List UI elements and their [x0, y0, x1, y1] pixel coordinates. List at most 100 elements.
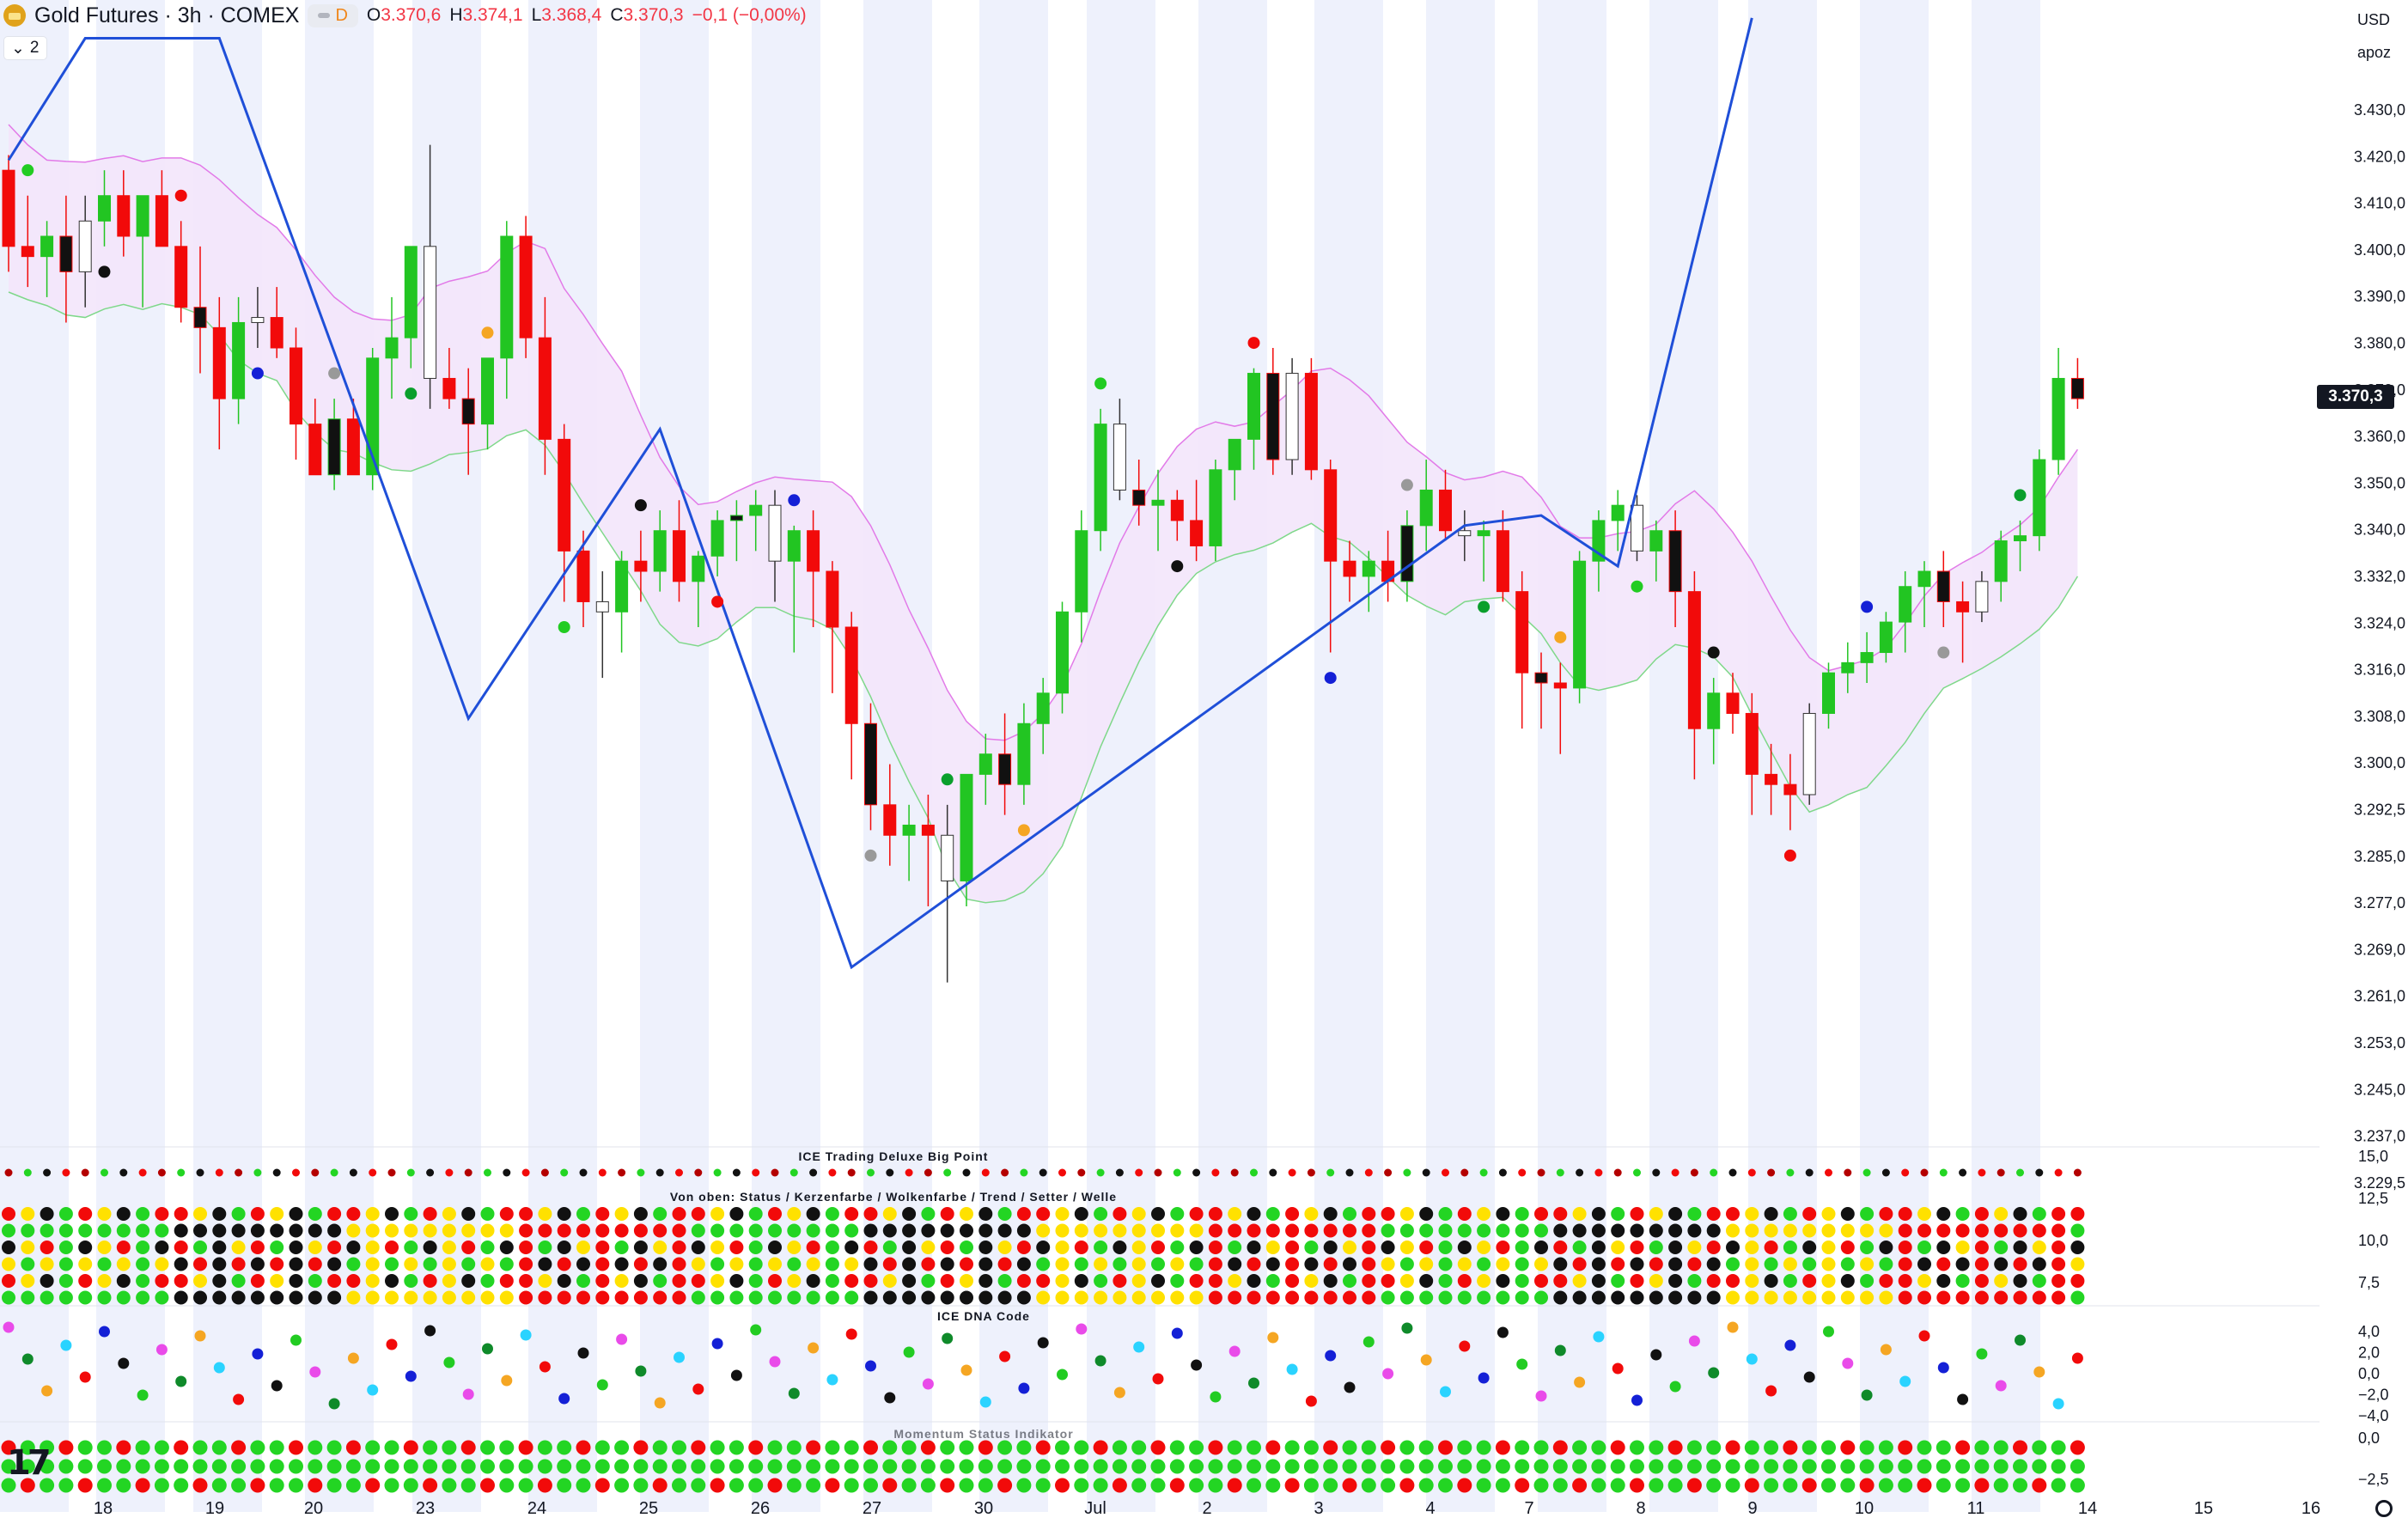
- candle-body[interactable]: [1515, 591, 1529, 674]
- candle-body[interactable]: [1075, 530, 1088, 613]
- candle-body[interactable]: [1400, 525, 1414, 582]
- candle-body[interactable]: [729, 515, 743, 521]
- candle-body[interactable]: [40, 235, 54, 258]
- candle-body[interactable]: [1017, 722, 1031, 785]
- candle-body[interactable]: [519, 235, 533, 338]
- candle-body[interactable]: [481, 357, 494, 425]
- candle-body[interactable]: [404, 246, 418, 338]
- candle-body[interactable]: [710, 520, 724, 557]
- candle-body[interactable]: [1496, 530, 1509, 593]
- candle-body[interactable]: [883, 804, 897, 836]
- candle-body[interactable]: [653, 530, 667, 572]
- candle-body[interactable]: [1094, 424, 1107, 532]
- candle-body[interactable]: [346, 418, 360, 476]
- candle-body[interactable]: [1765, 773, 1778, 785]
- candle-body[interactable]: [1285, 373, 1299, 460]
- candle-body[interactable]: [251, 317, 265, 323]
- candle-body[interactable]: [978, 753, 992, 775]
- currency-label[interactable]: USD: [2356, 11, 2390, 28]
- candle-body[interactable]: [232, 321, 246, 399]
- candle-body[interactable]: [117, 195, 131, 237]
- candle-body[interactable]: [1631, 504, 1643, 552]
- candle-body[interactable]: [98, 195, 111, 222]
- candle-body[interactable]: [1707, 692, 1721, 729]
- candle-body[interactable]: [1477, 530, 1491, 537]
- candle-body[interactable]: [595, 600, 609, 613]
- candle-body[interactable]: [1228, 438, 1241, 471]
- candle-body[interactable]: [327, 418, 341, 476]
- symbol-title[interactable]: Gold Futures · 3h · COMEX: [34, 3, 300, 27]
- candle-body[interactable]: [461, 398, 475, 425]
- candle-body[interactable]: [749, 504, 763, 516]
- candle-body[interactable]: [1170, 499, 1184, 521]
- candle-body[interactable]: [1687, 591, 1701, 729]
- tradingview-logo-icon[interactable]: 17: [7, 1443, 52, 1483]
- candle-body[interactable]: [1132, 489, 1146, 506]
- candle-body[interactable]: [1726, 692, 1740, 714]
- candle-body[interactable]: [1994, 540, 2008, 582]
- candle-body[interactable]: [59, 235, 73, 272]
- candle-body[interactable]: [1841, 661, 1855, 674]
- candle-body[interactable]: [1534, 672, 1548, 684]
- candle-body[interactable]: [826, 570, 839, 628]
- candle-body[interactable]: [960, 773, 973, 881]
- candle-body[interactable]: [1304, 373, 1318, 471]
- candle-body[interactable]: [1419, 489, 1433, 527]
- candle-body[interactable]: [1036, 692, 1050, 724]
- candle-body[interactable]: [2014, 535, 2027, 542]
- candle-body[interactable]: [1668, 530, 1682, 593]
- candle-body[interactable]: [1917, 570, 1931, 588]
- candle-body[interactable]: [1343, 560, 1356, 577]
- scale-mode-label[interactable]: apoz: [2356, 44, 2391, 61]
- candle-body[interactable]: [136, 195, 149, 237]
- candle-body[interactable]: [1611, 504, 1625, 521]
- candle-body[interactable]: [1113, 424, 1126, 491]
- candle-body[interactable]: [1247, 373, 1260, 440]
- candle-body[interactable]: [1860, 652, 1874, 663]
- candle-body[interactable]: [998, 753, 1012, 785]
- candle-body[interactable]: [1266, 373, 1280, 460]
- candle-body[interactable]: [2, 169, 15, 247]
- candle-body[interactable]: [1573, 560, 1587, 689]
- candle-body[interactable]: [1151, 499, 1165, 506]
- candle-body[interactable]: [1190, 520, 1204, 546]
- candle-body[interactable]: [1458, 530, 1472, 537]
- candle-body[interactable]: [538, 337, 552, 440]
- candle-body[interactable]: [692, 555, 705, 582]
- candle-body[interactable]: [270, 317, 283, 349]
- candle-body[interactable]: [1879, 621, 1893, 654]
- candle-body[interactable]: [673, 530, 686, 582]
- candle-body[interactable]: [1056, 611, 1069, 694]
- candle-body[interactable]: [844, 626, 858, 724]
- candle-body[interactable]: [1553, 682, 1567, 689]
- candle-body[interactable]: [2051, 377, 2065, 460]
- candle-body[interactable]: [921, 824, 935, 836]
- candle-body[interactable]: [155, 195, 168, 247]
- data-status-pill[interactable]: D: [308, 3, 358, 27]
- candle-body[interactable]: [424, 246, 437, 379]
- candle-body[interactable]: [787, 530, 801, 562]
- candle-body[interactable]: [174, 246, 188, 308]
- candle-body[interactable]: [615, 560, 629, 613]
- candle-body[interactable]: [1745, 712, 1759, 775]
- candle-body[interactable]: [864, 722, 877, 806]
- candle-body[interactable]: [193, 307, 207, 328]
- candle-body[interactable]: [768, 504, 782, 562]
- candle-body[interactable]: [212, 326, 226, 399]
- candle-body[interactable]: [500, 235, 514, 359]
- indicator-collapse-button[interactable]: ⌄ 2: [3, 36, 47, 60]
- candle-body[interactable]: [21, 246, 34, 258]
- candle-body[interactable]: [1956, 600, 1970, 613]
- candle-body[interactable]: [902, 824, 916, 836]
- candle-body[interactable]: [1975, 581, 1989, 613]
- candle-body[interactable]: [290, 347, 302, 425]
- candle-body[interactable]: [1936, 570, 1950, 602]
- candle-body[interactable]: [1209, 469, 1222, 546]
- candle-body[interactable]: [1649, 530, 1663, 552]
- candle-body[interactable]: [308, 424, 322, 476]
- candle-body[interactable]: [1802, 712, 1816, 796]
- candle-body[interactable]: [385, 337, 399, 359]
- candle-body[interactable]: [1899, 586, 1912, 623]
- candle-body[interactable]: [1439, 489, 1452, 532]
